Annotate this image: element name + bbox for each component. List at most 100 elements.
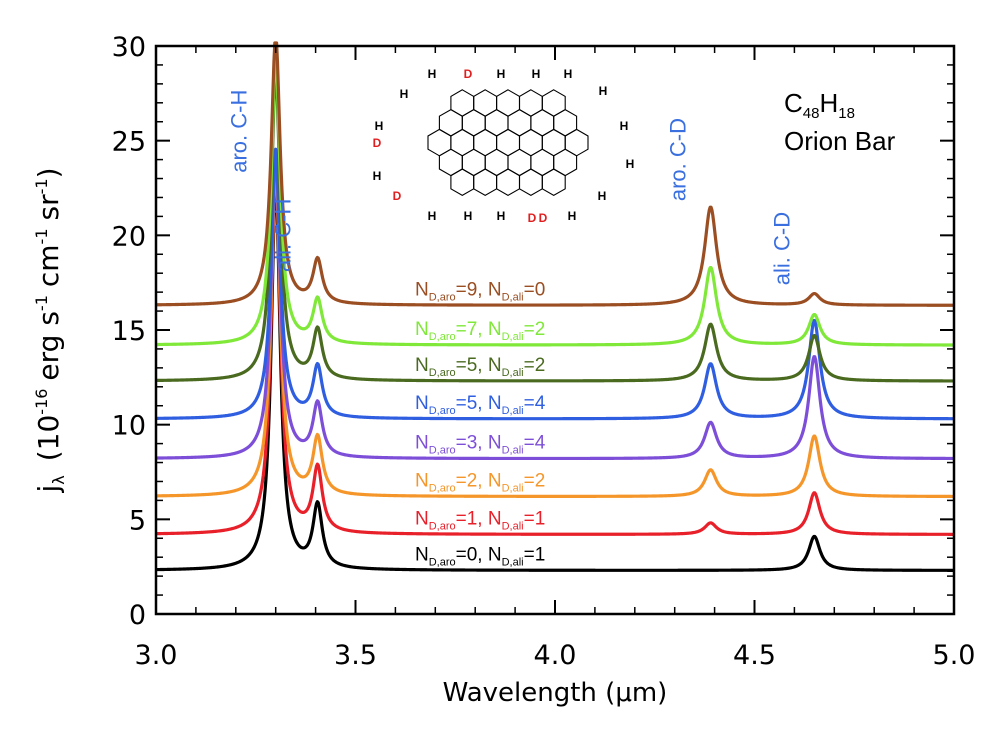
hydrogen-atom: H [532,67,541,81]
y-tick-label: 30 [112,32,146,63]
y-axis-title: jλ(10-16erg s-1cm-1sr-1) [32,167,68,493]
molecule-ring [518,89,543,117]
series-line-3 [155,153,955,461]
molecule-ring [541,128,566,157]
hydrogen-atom: H [428,67,437,81]
y-axis-title-cm: cm [32,244,65,287]
molecule-ring [518,128,543,157]
molecule-ring [461,148,486,177]
y-axis-title-erg: erg s [32,311,65,381]
series-label-1: ND,aro=1, ND,ali=1 [415,508,545,532]
x-tick-label: 3.5 [334,640,377,671]
series-label-6: ND,aro=7, ND,ali=2 [415,319,545,343]
molecule-ring [553,148,578,177]
molecule-ring [541,89,566,117]
band-labels: aro. C-H ali. C-H aro. C-D ali. C-D [227,90,795,286]
molecule-ring [530,148,555,177]
molecule-c-sub: 48 [803,105,820,122]
band-label-2: aro. C-D [666,118,691,201]
molecule-ring [496,89,521,117]
deuterium-atom: D [539,211,548,225]
x-axis-ticks: 3.0 3.5 4.0 4.5 5.0 [135,46,976,671]
y-axis-title-exp-s: -1 [32,295,51,311]
molecule-ring [473,168,498,197]
series-labels: ND,aro=0, ND,ali=1 ND,aro=1, ND,ali=1 ND,a… [415,279,546,568]
y-tick-label: 5 [129,505,146,536]
molecule-ring [473,128,498,157]
y-tick-label: 15 [112,316,146,347]
hydrogen-atom: H [497,67,506,81]
molecule-ring [496,168,521,197]
molecule-ring [518,168,543,197]
series-label-5: ND,aro=5, ND,ali=2 [415,355,545,379]
svg-text:jλ(10-16erg s-1cm-1sr-1): jλ(10-16erg s-1cm-1sr-1) [32,167,68,493]
x-tick-label: 3.0 [135,640,178,671]
series-line-5 [155,70,955,383]
hydrogen-atom: H [620,119,629,133]
y-tick-label: 20 [112,221,146,252]
deuterium-atom: D [528,211,537,225]
molecule-ring [507,148,532,177]
band-label-3: ali. C-D [769,212,794,285]
object-name: Orion Bar [784,126,896,156]
series-label-3: ND,aro=3, ND,ali=4 [415,433,546,457]
molecule-h-sub: 18 [838,105,855,122]
deuterium-atom: D [393,189,402,203]
series-label-0: ND,aro=0, ND,ali=1 [415,544,545,568]
molecule-ring [484,148,509,177]
molecule-ring [450,128,475,157]
series-label-7: ND,aro=9, ND,ali=0 [415,279,545,303]
molecule-ring [484,108,509,137]
molecule-formula: C48H18 [784,88,855,122]
y-tick-label: 10 [112,411,146,442]
molecule-ring [438,108,463,137]
spectra-series-group [155,41,955,572]
series-line-6 [155,54,955,347]
y-axis-title-close: ) [32,167,65,178]
hydrogen-atom: H [497,209,506,223]
molecule-ring [564,128,589,157]
series-label-2: ND,aro=2, ND,ali=2 [415,471,545,495]
x-tick-label: 5.0 [933,640,976,671]
band-label-1: ali. C-H [271,199,296,272]
deuterium-atom: D [373,136,382,150]
y-tick-label: 0 [129,600,146,631]
hydrogen-atom: H [598,189,607,203]
molecule-ring [496,128,521,157]
x-axis-title: Wavelength (μm) [443,678,668,708]
x-tick-label: 4.5 [733,640,776,671]
y-axis-title-lambda: λ [49,475,68,484]
hydrogen-atom: H [375,119,384,133]
series-line-2 [155,162,955,499]
hydrogen-atom: H [373,169,382,183]
hydrogen-atom: H [464,209,473,223]
molecule-ring [507,108,532,137]
series-line-7 [155,41,955,307]
molecule-ring [473,89,498,117]
hydrogen-atom: H [568,209,577,223]
hydrogen-atom: H [564,67,573,81]
series-line-1 [155,162,955,536]
y-axis-title-exp-sr: -1 [32,178,51,194]
y-axis-ticks: 0 5 10 15 20 25 30 [112,32,954,631]
molecule-h: H [819,88,838,118]
series-line-4 [155,147,955,421]
hydrogen-atom: H [428,209,437,223]
molecule-ring [461,108,486,137]
y-axis-title-j: j [32,485,65,494]
y-axis-title-exp-cm: -1 [32,228,51,244]
molecule-ring [530,108,555,137]
series-line-0 [155,179,955,572]
molecule-ring [438,148,463,177]
molecule-ring [541,168,566,197]
molecule-ring [427,128,452,157]
hydrogen-atom: H [599,84,608,98]
x-tick-label: 4.0 [534,640,577,671]
y-axis-title-exp: -16 [32,389,51,415]
molecule-ring [553,108,578,137]
y-axis-title-sr: sr [32,194,65,221]
band-label-0: aro. C-H [227,90,252,173]
molecule-c: C [784,88,803,118]
